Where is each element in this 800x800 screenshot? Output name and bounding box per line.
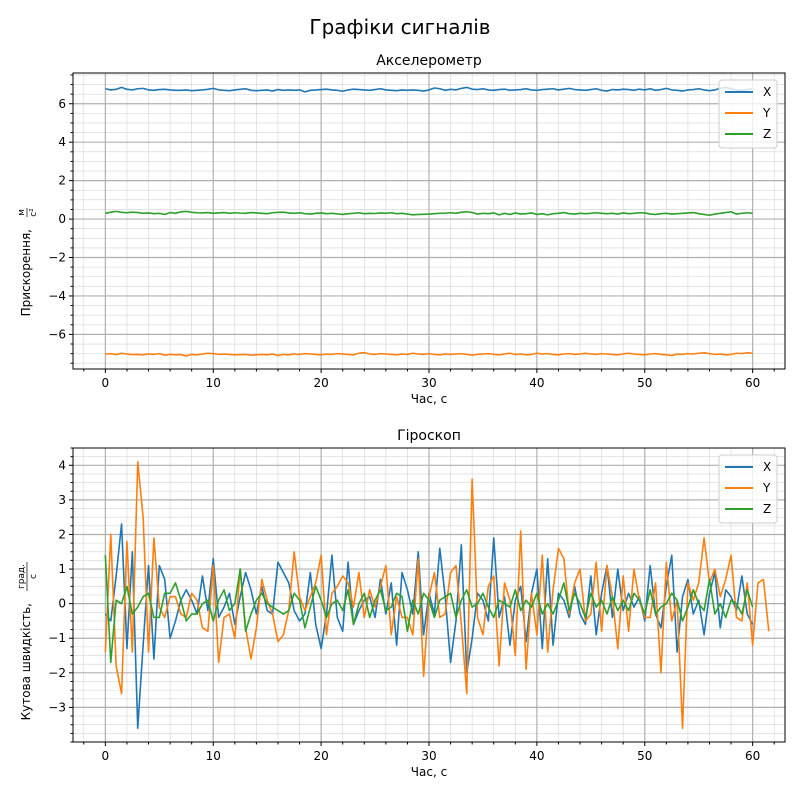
series-line-y (105, 351, 753, 357)
legend: XYZ (718, 454, 778, 524)
y-tick-label: −2 (48, 251, 66, 265)
axes-title: Акселерометр (376, 53, 482, 69)
y-axis-label-unit-denominator: с (29, 574, 39, 579)
legend-label-y: Y (762, 481, 771, 495)
x-tick-label: 20 (313, 749, 328, 763)
x-tick-label: 50 (637, 376, 652, 390)
y-axis-label: Прискорення, м с² (17, 208, 39, 317)
y-axis-label-unit-denominator: с² (29, 208, 39, 217)
x-tick-label: 60 (745, 376, 760, 390)
legend: XYZ (718, 79, 778, 149)
y-tick-label: 1 (58, 562, 66, 576)
y-tick-label: 2 (58, 174, 66, 188)
y-tick-label: 2 (58, 527, 66, 541)
chart-panel-1: 0 10 20 30 40 50 60 −6 −4 −2 0 2 4 6 Акселерометр Час, … (17, 53, 786, 406)
x-tick-label: 20 (313, 376, 328, 390)
legend-label-x: X (763, 85, 771, 99)
y-axis-label: Кутова швидкість, град. с (17, 562, 39, 720)
y-axis-label-text: Прискорення, (19, 229, 33, 316)
y-tick-label: 4 (58, 458, 66, 472)
x-tick-label: 10 (206, 749, 221, 763)
chart-panel-2: 0 10 20 30 40 50 60 −3 −2 −1 0 1 2 3 4 Гіроскоп Час, с Ку… (17, 428, 786, 779)
x-axis-label: Час, с (411, 765, 447, 779)
y-tick-label: 0 (58, 597, 66, 611)
legend-label-z: Z (763, 502, 771, 516)
x-tick-label: 0 (102, 376, 110, 390)
axes-title: Гіроскоп (397, 428, 461, 444)
x-tick-label: 0 (102, 749, 110, 763)
y-axis-label-unit-numerator: м (17, 209, 27, 216)
legend-label-z: Z (763, 127, 771, 141)
y-tick-label: −2 (48, 666, 66, 680)
minor-grid (73, 73, 785, 369)
series-line-x (105, 86, 753, 93)
y-tick-label: 4 (58, 135, 66, 149)
x-tick-label: 40 (529, 749, 544, 763)
series-line-y (104, 461, 770, 729)
chart-panels: 0 10 20 30 40 50 60−6−4−20246АкселерометрЧас, … (17, 53, 786, 779)
x-tick-label: 40 (529, 376, 544, 390)
y-tick-label: 0 (58, 212, 66, 226)
legend-label-x: X (763, 460, 771, 474)
y-tick-label: 3 (58, 493, 66, 507)
y-axis-label-text: Кутова швидкість, (19, 603, 33, 720)
x-axis-label: Час, с (411, 392, 447, 406)
x-tick-label: 50 (637, 749, 652, 763)
figure-title: Графіки сигналів (309, 15, 490, 39)
y-tick-label: −3 (48, 700, 66, 714)
y-tick-label: −6 (48, 327, 66, 341)
x-tick-label: 30 (421, 749, 436, 763)
y-tick-label: −1 (48, 631, 66, 645)
series-line-z (104, 555, 754, 664)
y-tick-label: 6 (58, 97, 66, 111)
x-tick-label: 60 (745, 749, 760, 763)
x-tick-label: 10 (206, 376, 221, 390)
y-axis-label-unit-numerator: град. (17, 564, 27, 589)
legend-label-y: Y (762, 106, 771, 120)
series-line-z (105, 210, 753, 217)
x-tick-label: 30 (421, 376, 436, 390)
y-tick-label: −4 (48, 289, 66, 303)
